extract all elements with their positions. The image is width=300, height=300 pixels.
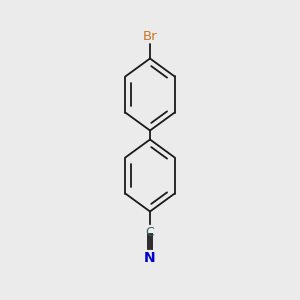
- Text: N: N: [144, 251, 156, 265]
- Text: Br: Br: [143, 30, 157, 43]
- Text: C: C: [146, 226, 154, 238]
